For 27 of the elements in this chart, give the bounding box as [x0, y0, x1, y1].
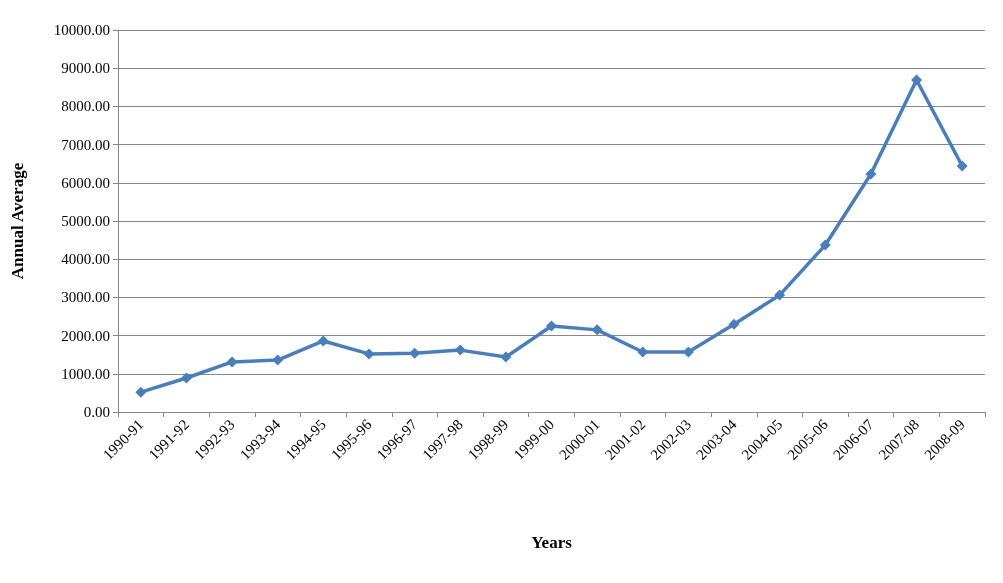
point: [272, 354, 284, 366]
y-tick-label: 1000.00: [61, 365, 110, 382]
y-tick-label: 9000.00: [61, 60, 110, 77]
y-tick-label: 3000.00: [61, 289, 110, 306]
point: [728, 318, 740, 330]
point: [819, 239, 831, 251]
point: [180, 372, 192, 384]
y-axis-title: Annual Average: [8, 162, 27, 280]
y-tick-label: 7000.00: [61, 136, 110, 153]
point: [363, 348, 375, 360]
point: [500, 351, 512, 363]
y-tick-label: 4000.00: [61, 251, 110, 268]
y-tick-label: 2000.00: [61, 327, 110, 344]
y-tick-label: 8000.00: [61, 98, 110, 115]
point: [135, 386, 147, 398]
point: [865, 168, 877, 180]
y-tick-label: 10000.00: [53, 22, 110, 38]
y-tick-label: 0.00: [83, 404, 110, 420]
x-axis-title: Years: [531, 533, 573, 552]
y-tick-label: 5000.00: [61, 213, 110, 229]
point: [546, 320, 557, 332]
point: [911, 74, 923, 86]
point: [317, 335, 329, 347]
point: [226, 356, 238, 368]
point: [774, 289, 786, 301]
point: [956, 160, 968, 172]
y-tick-label: 6000.00: [61, 174, 110, 191]
